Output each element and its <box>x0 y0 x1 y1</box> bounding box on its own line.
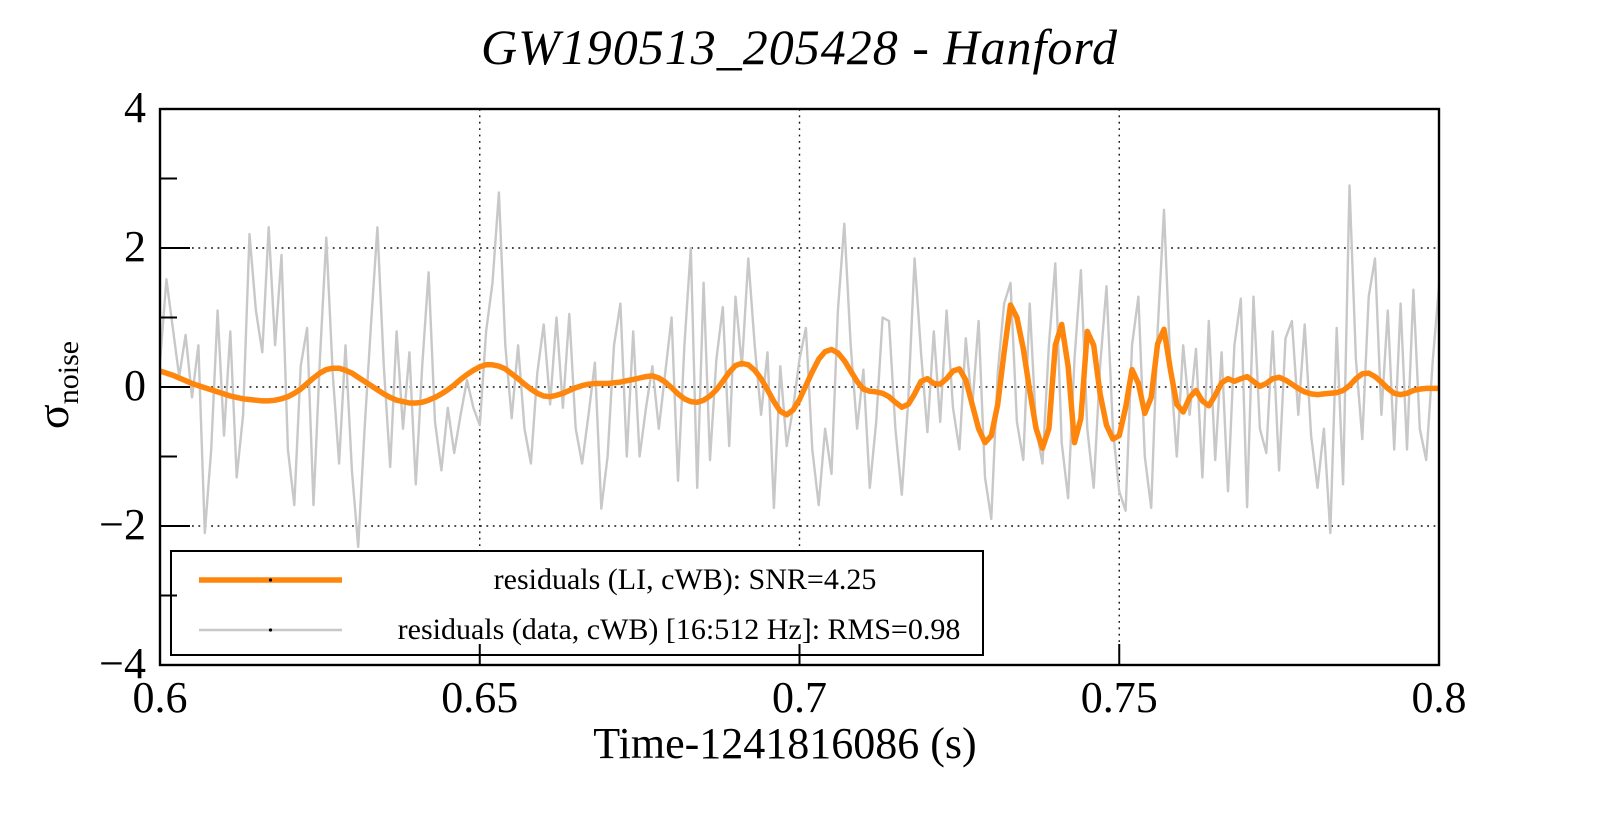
legend-sample-dot <box>268 628 273 632</box>
x-axis-title: Time-1241816086 (s) <box>593 719 977 768</box>
y-tick-label: −2 <box>99 500 146 549</box>
y-tick-label: 2 <box>124 222 146 271</box>
y-tick-label: −4 <box>99 639 146 688</box>
x-tick-label: 0.7 <box>772 673 827 722</box>
y-tick-label: 0 <box>124 361 146 410</box>
x-tick-label: 0.6 <box>132 673 188 722</box>
plot-title: GW190513_205428 - Hanford <box>480 19 1118 75</box>
legend-box <box>170 550 984 656</box>
legend-sample-dot <box>268 578 273 582</box>
x-tick-label: 0.8 <box>1411 673 1467 722</box>
y-tick-label: 4 <box>124 83 146 132</box>
axis-ticks <box>159 108 1440 666</box>
legend-entry-li-cwb: residuals (LI, cWB): SNR=4.25 <box>493 563 877 596</box>
x-tick-label: 0.75 <box>1080 673 1158 722</box>
series-line-residuals-data <box>160 184 1439 549</box>
x-tick-label: 0.65 <box>441 673 519 722</box>
legend-entry-data-cwb: residuals (data, cWB) [16:512 Hz]: RMS=0… <box>397 613 961 646</box>
series-line-residuals-li <box>160 302 1439 451</box>
curves <box>160 184 1439 549</box>
